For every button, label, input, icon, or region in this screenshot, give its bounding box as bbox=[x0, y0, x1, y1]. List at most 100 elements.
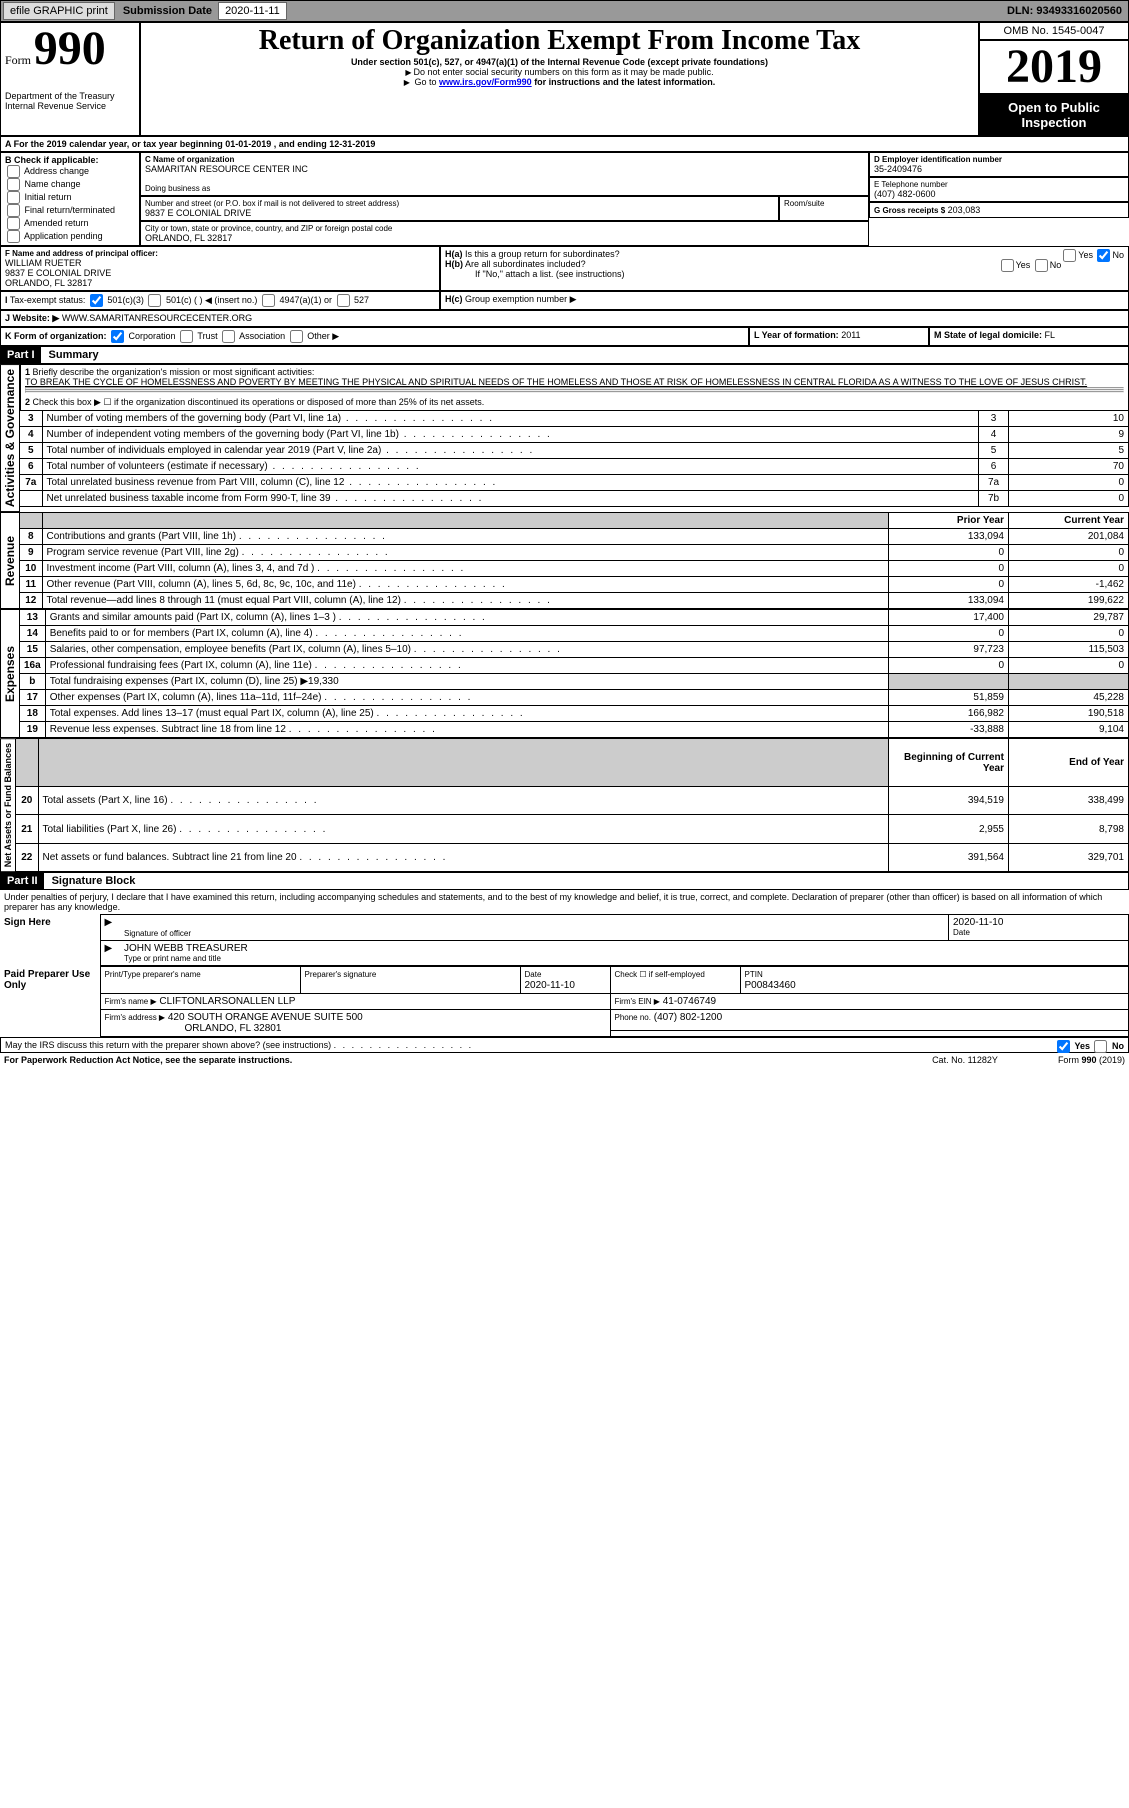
declaration-text: Under penalties of perjury, I declare th… bbox=[0, 890, 1129, 914]
check-corporation[interactable] bbox=[111, 330, 124, 343]
footer-form: Form 990 (2019) bbox=[1058, 1055, 1125, 1065]
check-501c3[interactable] bbox=[90, 294, 103, 307]
opt-4947: 4947(a)(1) or bbox=[279, 295, 332, 305]
city-label: City or town, state or province, country… bbox=[145, 224, 864, 233]
tax-year: 2019 bbox=[979, 40, 1129, 94]
yes-label: Yes bbox=[1078, 250, 1093, 260]
lbl-initial-return: Initial return bbox=[25, 192, 72, 202]
check-address-change[interactable] bbox=[7, 165, 20, 178]
check-name-change[interactable] bbox=[7, 178, 20, 191]
goto-arrow-icon bbox=[404, 77, 412, 87]
h-b-yes[interactable] bbox=[1001, 259, 1014, 272]
irs-link[interactable]: www.irs.gov/Form990 bbox=[439, 77, 532, 87]
ptin-label: PTIN bbox=[745, 970, 763, 979]
paid-preparer-label: Paid Preparer Use Only bbox=[0, 967, 100, 1037]
sig-officer-label: Signature of officer bbox=[124, 929, 944, 938]
omb-number: OMB No. 1545-0047 bbox=[979, 22, 1129, 40]
h-a-yes[interactable] bbox=[1063, 249, 1076, 262]
opt-other: Other ▶ bbox=[307, 331, 339, 341]
check-association[interactable] bbox=[222, 330, 235, 343]
line-a: A For the 2019 calendar year, or tax yea… bbox=[0, 136, 1129, 152]
sig-date-label: Date bbox=[953, 928, 1124, 937]
lbl-amended-return: Amended return bbox=[24, 218, 89, 228]
box-k-label: K Form of organization: bbox=[5, 331, 107, 341]
h-a-no[interactable] bbox=[1097, 249, 1110, 262]
org-name: SAMARITAN RESOURCE CENTER INC bbox=[145, 164, 864, 174]
discuss-no[interactable] bbox=[1094, 1040, 1107, 1053]
firm-addr-label: Firm's address ▶ bbox=[105, 1013, 166, 1022]
officer-name: WILLIAM RUETER bbox=[5, 258, 435, 268]
lbl-address-change: Address change bbox=[24, 166, 89, 176]
no-label: No bbox=[1112, 250, 1124, 260]
opt-assoc: Association bbox=[239, 331, 285, 341]
box-b-title: B Check if applicable: bbox=[5, 155, 135, 165]
paid-preparer-table: Paid Preparer Use Only Print/Type prepar… bbox=[0, 966, 1129, 1037]
submission-date-label: Submission Date bbox=[117, 3, 218, 19]
tab-revenue: Revenue bbox=[0, 512, 20, 609]
part1-title: Summary bbox=[41, 349, 99, 361]
goto-pre: Go to bbox=[414, 77, 439, 87]
subtitle-2: Do not enter social security numbers on … bbox=[145, 67, 974, 77]
box-j-label: Website: ▶ bbox=[13, 313, 60, 323]
prep-date-label: Date bbox=[525, 970, 542, 979]
part2-header: Part II bbox=[1, 873, 44, 889]
opt-527: 527 bbox=[354, 295, 369, 305]
activities-table: 3Number of voting members of the governi… bbox=[20, 410, 1129, 507]
box-c-name-label: C Name of organization bbox=[145, 155, 864, 164]
opt-trust: Trust bbox=[197, 331, 217, 341]
sign-here-label: Sign Here bbox=[0, 915, 100, 966]
discuss-no-label: No bbox=[1112, 1041, 1124, 1051]
subtitle-1: Under section 501(c), 527, or 4947(a)(1)… bbox=[145, 57, 974, 67]
check-amended-return[interactable] bbox=[7, 217, 20, 230]
tab-activities: Activities & Governance bbox=[0, 364, 20, 512]
opt-501c3: 501(c)(3) bbox=[107, 295, 144, 305]
lbl-final-return: Final return/terminated bbox=[25, 205, 116, 215]
lbl-application-pending: Application pending bbox=[24, 231, 103, 241]
firm-addr2: ORLANDO, FL 32801 bbox=[105, 1023, 282, 1034]
h-a-text: Is this a group return for subordinates? bbox=[465, 249, 620, 259]
dba-label: Doing business as bbox=[145, 184, 864, 193]
discuss-yes[interactable] bbox=[1057, 1040, 1070, 1053]
prep-sig-label: Preparer's signature bbox=[305, 970, 377, 979]
public-inspection: Open to Public Inspection bbox=[979, 94, 1129, 136]
check-501c[interactable] bbox=[148, 294, 161, 307]
prep-date-value: 2020-11-10 bbox=[525, 980, 575, 991]
box-m-label: M State of legal domicile: bbox=[934, 330, 1042, 340]
state-domicile: FL bbox=[1045, 330, 1056, 340]
discuss-text: May the IRS discuss this return with the… bbox=[5, 1040, 331, 1050]
org-city: ORLANDO, FL 32817 bbox=[145, 233, 864, 243]
dln-value: 93493316020560 bbox=[1036, 5, 1122, 17]
firm-name-value: CLIFTONLARSONALLEN LLP bbox=[159, 996, 295, 1007]
check-application-pending[interactable] bbox=[7, 230, 20, 243]
line-a-text: For the 2019 calendar year, or tax year … bbox=[14, 139, 376, 149]
discuss-yes-label: Yes bbox=[1074, 1041, 1090, 1051]
yes-label-2: Yes bbox=[1016, 260, 1031, 270]
box-g-label: G Gross receipts $ bbox=[874, 206, 945, 215]
tab-net-assets: Net Assets or Fund Balances bbox=[0, 738, 16, 872]
net-assets-table: Beginning of Current YearEnd of Year20To… bbox=[16, 738, 1129, 872]
check-527[interactable] bbox=[337, 294, 350, 307]
prep-name-label: Print/Type preparer's name bbox=[105, 970, 201, 979]
box-f-label: F Name and address of principal officer: bbox=[5, 249, 435, 258]
h-b-no[interactable] bbox=[1035, 259, 1048, 272]
lbl-name-change: Name change bbox=[25, 179, 81, 189]
officer-print-name: JOHN WEBB TREASURER bbox=[124, 943, 1124, 954]
check-initial-return[interactable] bbox=[7, 191, 20, 204]
check-4947[interactable] bbox=[262, 294, 275, 307]
expenses-table: 13Grants and similar amounts paid (Part … bbox=[20, 609, 1129, 738]
form-label: Form bbox=[5, 53, 31, 67]
firm-phone-label: Phone no. bbox=[615, 1013, 651, 1022]
box-i-label: Tax-exempt status: bbox=[10, 295, 86, 305]
efile-print-button[interactable]: efile GRAPHIC print bbox=[3, 2, 115, 20]
topbar: efile GRAPHIC print Submission Date 2020… bbox=[0, 0, 1129, 22]
check-trust[interactable] bbox=[180, 330, 193, 343]
officer-print-label: Type or print name and title bbox=[124, 954, 1124, 963]
firm-phone-value: (407) 802-1200 bbox=[654, 1012, 722, 1023]
officer-addr1: 9837 E COLONIAL DRIVE bbox=[5, 268, 435, 278]
check-self-employed: Check ☐ if self-employed bbox=[615, 970, 705, 979]
firm-name-label: Firm's name ▶ bbox=[105, 997, 157, 1006]
tab-expenses: Expenses bbox=[0, 609, 20, 738]
year-formation: 2011 bbox=[841, 330, 860, 340]
check-final-return[interactable] bbox=[7, 204, 20, 217]
check-other[interactable] bbox=[290, 330, 303, 343]
